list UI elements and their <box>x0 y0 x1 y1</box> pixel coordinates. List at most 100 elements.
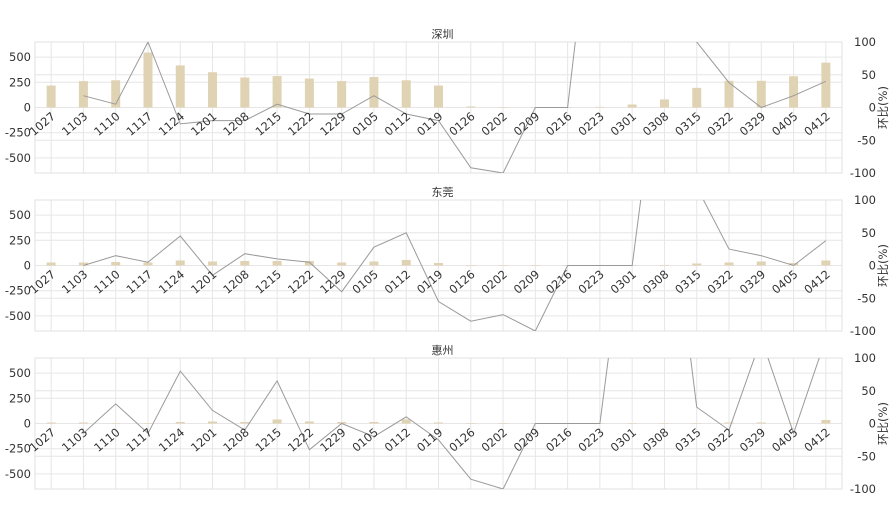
x-tick-1208: 1208 <box>220 109 251 139</box>
x-tick-0126: 0126 <box>446 267 477 297</box>
y-left-tick: 500 <box>9 50 31 64</box>
y-left-tick: 250 <box>9 233 31 247</box>
x-tick-1124: 1124 <box>156 267 187 297</box>
y-right-tick: -100 <box>850 324 876 338</box>
x-tick-1103: 1103 <box>59 267 90 297</box>
series-line <box>83 200 827 331</box>
plot-area <box>46 200 831 331</box>
y-right-tick: 0 <box>869 259 876 273</box>
bar-0209 <box>530 265 540 266</box>
x-tick-1222: 1222 <box>285 267 316 297</box>
x-tick-0105: 0105 <box>349 109 380 139</box>
bar-1222 <box>304 421 314 424</box>
bar-1124 <box>175 65 185 108</box>
series-line <box>83 358 820 489</box>
bar-1208 <box>240 77 250 108</box>
x-tick-0209: 0209 <box>511 425 542 455</box>
x-tick-1201: 1201 <box>188 425 219 455</box>
y-right-tick: -50 <box>857 449 876 463</box>
panel-title: 惠州 <box>432 343 454 357</box>
bar-1103 <box>78 422 88 424</box>
bar-1215 <box>272 419 282 424</box>
bar-0126 <box>466 423 476 424</box>
x-tick-0202: 0202 <box>479 425 510 455</box>
bar-0405 <box>789 422 799 424</box>
bar-0202 <box>498 423 508 424</box>
plot-frame <box>34 41 843 174</box>
bar-0105 <box>369 421 379 424</box>
x-tick-0202: 0202 <box>479 267 510 297</box>
y-left-tick: 0 <box>24 101 31 115</box>
x-tick-0223: 0223 <box>575 267 606 297</box>
panel-title: 东莞 <box>432 186 454 199</box>
y-right-tick: 100 <box>854 193 876 207</box>
bar-1229 <box>337 262 347 266</box>
y-left-tick: -500 <box>5 151 31 165</box>
x-tick-0322: 0322 <box>705 425 736 455</box>
x-tick-1229: 1229 <box>317 425 348 455</box>
y-left-tick: 0 <box>24 259 31 273</box>
x-tick-0112: 0112 <box>382 267 413 297</box>
bar-1208 <box>240 421 250 424</box>
x-tick-0412: 0412 <box>801 109 832 139</box>
bar-1117 <box>143 52 153 108</box>
x-tick-0315: 0315 <box>672 267 703 297</box>
bar-0405 <box>789 262 799 266</box>
bar-0301 <box>627 104 637 108</box>
x-tick-0405: 0405 <box>769 425 800 455</box>
bar-0105 <box>369 261 379 266</box>
x-tick-1215: 1215 <box>253 109 284 139</box>
y-right-tick: 0 <box>869 417 876 431</box>
y-right-tick: -100 <box>850 166 876 180</box>
y-right-tick: 50 <box>861 68 876 82</box>
x-tick-1215: 1215 <box>253 425 284 455</box>
bar-0322 <box>724 262 734 266</box>
x-tick-0301: 0301 <box>608 267 639 297</box>
plot-area <box>46 42 831 173</box>
x-tick-0216: 0216 <box>543 267 574 297</box>
x-tick-1208: 1208 <box>220 425 251 455</box>
bar-1124 <box>175 421 185 424</box>
x-tick-0308: 0308 <box>640 267 671 297</box>
x-tick-1124: 1124 <box>156 425 187 455</box>
x-tick-1110: 1110 <box>91 109 122 139</box>
y-right-tick: 50 <box>861 226 876 240</box>
y-left-tick: 250 <box>9 75 31 89</box>
bar-0322 <box>724 80 734 108</box>
y-right-tick: -50 <box>857 133 876 147</box>
x-tick-0308: 0308 <box>640 109 671 139</box>
bar-0405 <box>789 76 799 108</box>
series-line <box>83 42 827 173</box>
bar-0412 <box>821 260 831 266</box>
y-left-tick: 0 <box>24 417 31 431</box>
bar-1103 <box>78 81 88 108</box>
bar-0329 <box>756 261 766 266</box>
x-tick-0223: 0223 <box>575 425 606 455</box>
x-tick-0405: 0405 <box>769 109 800 139</box>
bar-1222 <box>304 260 314 266</box>
x-tick-0412: 0412 <box>801 425 832 455</box>
bar-1229 <box>337 421 347 424</box>
bar-1027 <box>46 85 56 108</box>
x-tick-0209: 0209 <box>511 267 542 297</box>
bar-1208 <box>240 260 250 266</box>
x-tick-0301: 0301 <box>608 109 639 139</box>
bar-0126 <box>466 106 476 108</box>
x-tick-0126: 0126 <box>446 425 477 455</box>
x-tick-0322: 0322 <box>705 109 736 139</box>
x-tick-0329: 0329 <box>737 267 768 297</box>
y-right-tick: -50 <box>857 291 876 305</box>
x-tick-0412: 0412 <box>801 267 832 297</box>
bar-0202 <box>498 265 508 266</box>
x-tick-0216: 0216 <box>543 425 574 455</box>
bar-1229 <box>337 81 347 108</box>
x-tick-0315: 0315 <box>672 425 703 455</box>
bar-1201 <box>208 261 218 266</box>
bar-0412 <box>821 62 831 108</box>
bar-1117 <box>143 422 153 424</box>
y-right-label: 环比(%) <box>876 86 890 129</box>
bar-1027 <box>46 422 56 424</box>
